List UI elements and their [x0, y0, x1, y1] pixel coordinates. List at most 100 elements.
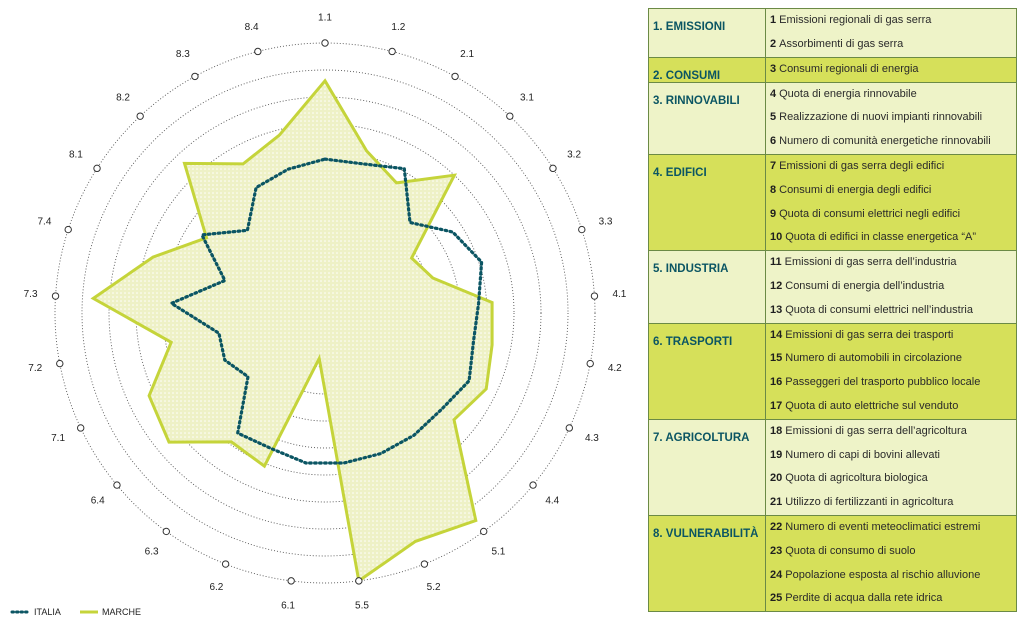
- indicator-legend-table: 1. EMISSIONI 1 Emissioni regionali di gas …: [648, 8, 1017, 613]
- list-item: 7 Emissioni di gas serra degli edifici: [766, 155, 1016, 179]
- list-item: 18 Emissioni di gas serra dell’agricoltur…: [766, 420, 1016, 444]
- indicator-list: 7 Emissioni di gas serra degli edifici 8 Co…: [765, 153, 1017, 252]
- list-item: 25 Perdite di acqua dalla rete idrica: [766, 587, 1016, 611]
- category-label: 5. INDUSTRIA: [648, 250, 766, 324]
- indicator-text: Popolazione esposta al rischio alluvione: [785, 568, 981, 581]
- indicator-number: 20: [770, 472, 783, 485]
- series-italia-line: [167, 157, 484, 465]
- category-label: 6. TRASPORTI: [648, 322, 766, 420]
- axis-label-6-3: 6.3: [145, 546, 159, 557]
- table-row: 7. AGRICOLTURA 18 Emissioni di gas serra d…: [648, 418, 1017, 516]
- list-item: 3 Consumi regionali di energia: [766, 58, 1016, 82]
- indicator-list: 3 Consumi regionali di energia: [765, 56, 1017, 83]
- category-label: 7. AGRICOLTURA: [648, 418, 766, 516]
- list-item: 2 Assorbimenti di gas serra: [766, 33, 1016, 57]
- axis-marker: [451, 72, 459, 81]
- list-item: 10 Quota di edifici in classe energetica …: [766, 226, 1016, 250]
- indicator-number: 9: [770, 207, 777, 220]
- table-row: 2. CONSUMI 3 Consumi regionali di energia: [648, 56, 1017, 83]
- axis-label-5-2: 5.2: [427, 582, 441, 593]
- axis-label-4-4: 4.4: [545, 496, 559, 507]
- axis-marker: [93, 164, 101, 173]
- axis-label-4-1: 4.1: [612, 289, 626, 300]
- axis-label-3-3: 3.3: [599, 216, 613, 227]
- category-label: 3. RINNOVABILI: [648, 81, 766, 155]
- indicator-text: Quota di consumi elettrici nell’industri…: [785, 303, 973, 316]
- axis-marker: [191, 72, 199, 81]
- axis-label-4-2: 4.2: [608, 363, 622, 374]
- indicator-text: Numero di eventi meteoclimatici estremi: [785, 520, 981, 533]
- list-item: 12 Consumi di energia dell’industria: [766, 275, 1016, 299]
- list-item: 8 Consumi di energia degli edifici: [766, 179, 1016, 203]
- indicator-list: 14 Emissioni di gas serra dei trasporti 15…: [765, 322, 1017, 420]
- indicator-text: Quota di energia rinnovabile: [779, 87, 917, 100]
- indicator-text: Numero di capi di bovini allevati: [785, 448, 940, 461]
- table-row: 5. INDUSTRIA 11 Emissioni di gas serra del…: [648, 250, 1017, 324]
- indicator-list: 18 Emissioni di gas serra dell’agricoltur…: [765, 418, 1017, 516]
- grid-ring: [81, 69, 569, 557]
- indicator-number: 18: [770, 424, 783, 437]
- list-item: 4 Quota di energia rinnovabile: [766, 83, 1016, 107]
- indicator-text: Emissioni di gas serra degli edifici: [779, 159, 945, 172]
- axis-label-1-1: 1.1: [318, 13, 332, 24]
- radar-chart: 1.1 1.2 2.1 3.1 3.2 3.3 4.1 4.2 4.3 4.4 5.1 5.2 5.5 6…: [10, 13, 627, 617]
- indicator-number: 25: [770, 592, 783, 605]
- axis-marker: [355, 577, 363, 585]
- axis-marker: [64, 225, 72, 234]
- indicator-text: Numero di comunità energetiche rinnovabi…: [779, 135, 991, 148]
- axis-label-7-1: 7.1: [51, 433, 65, 444]
- axis-label-8-3: 8.3: [176, 49, 190, 60]
- indicator-number: 1: [770, 14, 777, 26]
- table-row: 4. EDIFICI 7 Emissioni di gas serra degli …: [648, 153, 1017, 252]
- axis-marker: [590, 292, 599, 300]
- indicator-number: 4: [770, 87, 777, 100]
- legend-marche-label: MARCHE: [102, 607, 141, 617]
- grid-ring: [54, 42, 596, 584]
- indicator-list: 22 Numero di eventi meteoclimatici estrem…: [765, 514, 1017, 613]
- axis-markers: [51, 39, 599, 585]
- indicator-text: Assorbimenti di gas serra: [779, 37, 904, 50]
- indicator-number: 19: [770, 448, 783, 461]
- axis-label-3-2: 3.2: [567, 150, 581, 161]
- indicator-text: Utilizzo di fertilizzanti in agricoltura: [785, 496, 954, 509]
- indicator-number: 22: [770, 520, 783, 533]
- indicator-number: 6: [770, 135, 777, 148]
- axis-label-6-2: 6.2: [209, 582, 223, 593]
- table-row: 6. TRASPORTI 14 Emissioni di gas serra dei…: [648, 322, 1017, 420]
- indicator-text: Consumi regionali di energia: [779, 62, 919, 75]
- list-item: 22 Numero di eventi meteoclimatici estrem…: [766, 516, 1016, 540]
- list-item: 19 Numero di capi di bovini allevati: [766, 444, 1016, 468]
- series-marche-area: [90, 78, 494, 584]
- axis-marker: [321, 39, 329, 47]
- axis-marker: [420, 560, 429, 568]
- indicator-text: Passeggeri del trasporto pubblico locale: [785, 376, 981, 389]
- indicator-number: 12: [770, 279, 783, 292]
- indicator-text: Consumi di energia dell’industria: [785, 279, 945, 292]
- chart-legend: ITALIA MARCHE: [10, 607, 141, 617]
- axis-label-6-1: 6.1: [281, 600, 295, 611]
- indicator-number: 3: [770, 62, 777, 75]
- indicator-text: Perdite di acqua dalla rete idrica: [785, 592, 943, 605]
- indicator-text: Consumi di energia degli edifici: [779, 183, 932, 196]
- list-item: 11 Emissioni di gas serra dell’industria: [766, 251, 1016, 275]
- axis-marker: [480, 527, 488, 536]
- axis-marker: [113, 481, 121, 489]
- axis-marker: [586, 359, 594, 368]
- axis-label-7-3: 7.3: [24, 289, 38, 300]
- axis-label-7-2: 7.2: [28, 363, 42, 374]
- axis-marker: [56, 359, 64, 368]
- list-item: 13 Quota di consumi elettrici nell’indust…: [766, 299, 1016, 323]
- list-item: 5 Realizzazione di nuovi impianti rinnova…: [766, 106, 1016, 130]
- category-label: 1. EMISSIONI: [648, 8, 766, 58]
- table-row: 3. RINNOVABILI 4 Quota di energia rinnovab…: [648, 81, 1017, 155]
- indicator-number: 17: [770, 399, 783, 412]
- list-item: 24 Popolazione esposta al rischio alluvio…: [766, 564, 1016, 588]
- category-label: 4. EDIFICI: [648, 153, 766, 252]
- list-item: 6 Numero di comunità energetiche rinnovab…: [766, 130, 1016, 154]
- axis-label-8-4: 8.4: [245, 22, 259, 33]
- axis-marker: [529, 481, 537, 489]
- axis-marker: [162, 527, 170, 536]
- indicator-number: 21: [770, 496, 783, 509]
- list-item: 15 Numero di automobili in circolazione: [766, 347, 1016, 371]
- axis-label-4-3: 4.3: [585, 433, 599, 444]
